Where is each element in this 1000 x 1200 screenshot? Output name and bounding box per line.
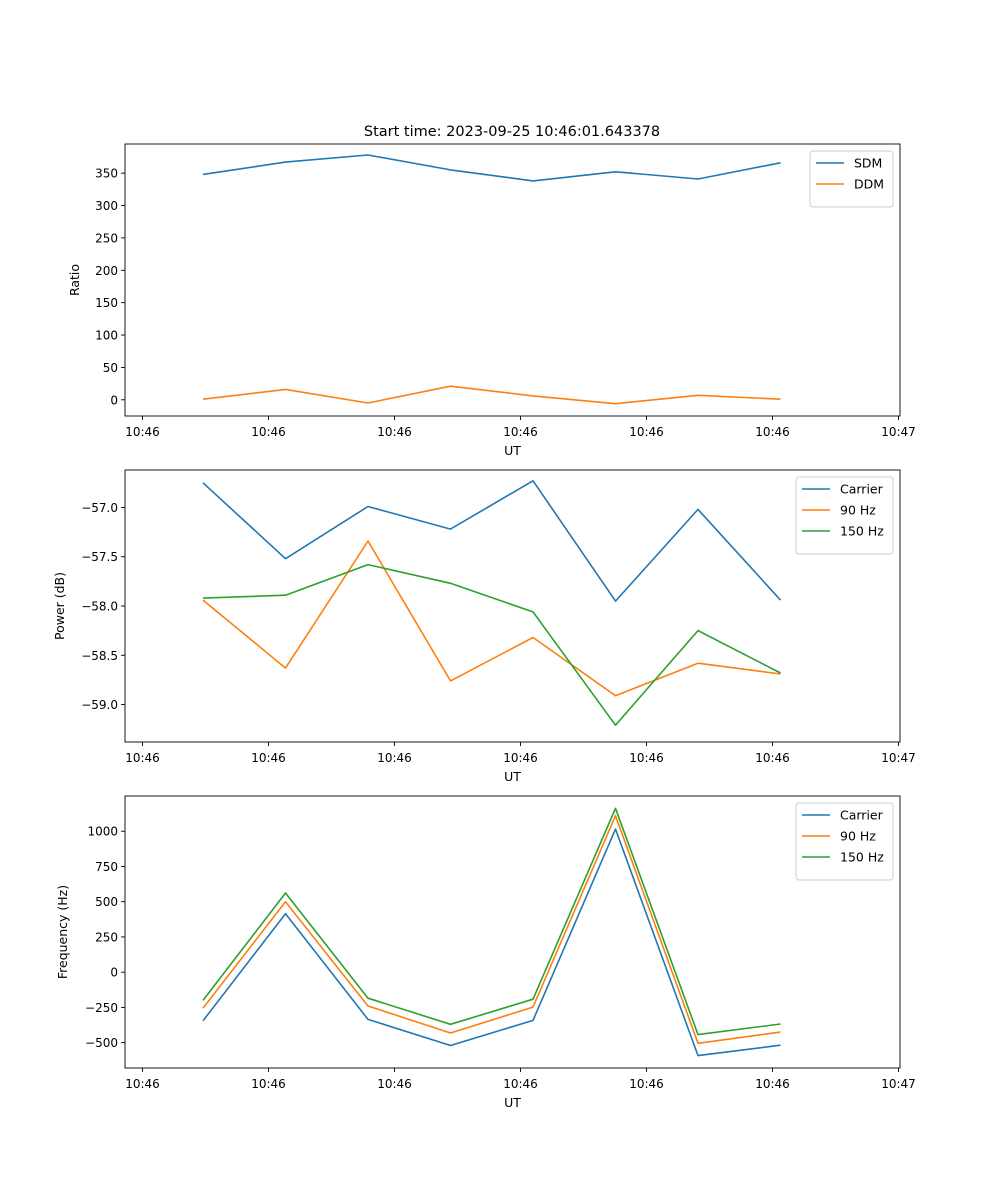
y-tick-label: −59.0 bbox=[81, 698, 118, 712]
x-tick-label: 10:46 bbox=[251, 1077, 286, 1091]
y-tick-label: −57.0 bbox=[81, 501, 118, 515]
x-tick-label: 10:46 bbox=[377, 1077, 412, 1091]
x-tick-label: 10:46 bbox=[503, 751, 538, 765]
series-line-90-hz bbox=[202, 540, 781, 697]
x-tick-label: 10:46 bbox=[377, 425, 412, 439]
y-tick-label: 250 bbox=[95, 930, 118, 944]
subplot-1: 10:46 10:46 10:46 10:46 10:46 10:46 10:47 0 50 10… bbox=[67, 143, 916, 458]
subplot-3: 10:46 10:46 10:46 10:46 10:46 10:46 10:47 −500 −… bbox=[55, 795, 916, 1110]
x-tick-label: 10:46 bbox=[629, 425, 664, 439]
y-tick-label: 300 bbox=[95, 199, 118, 213]
y-tick-label: 50 bbox=[103, 361, 118, 375]
y-axis-label: Power (dB) bbox=[52, 572, 67, 640]
legend-entry: SDM bbox=[854, 156, 882, 171]
x-tick-label: 10:46 bbox=[377, 751, 412, 765]
subplot-2: 10:46 10:46 10:46 10:46 10:46 10:46 10:47 −59.0… bbox=[52, 469, 916, 784]
y-tick-label: 250 bbox=[95, 231, 118, 245]
legend-frame bbox=[795, 802, 894, 881]
x-tick-label: 10:47 bbox=[881, 1077, 916, 1091]
x-tick-label: 10:47 bbox=[881, 425, 916, 439]
y-tick-label: 350 bbox=[95, 167, 118, 181]
legend-entry: Carrier bbox=[840, 482, 884, 497]
y-tick-label: 1000 bbox=[87, 825, 118, 839]
legend-entry: 150 Hz bbox=[840, 850, 884, 865]
series-line-150-hz bbox=[202, 807, 781, 1036]
x-axis-label: UT bbox=[504, 769, 521, 784]
series-line-150-hz bbox=[202, 563, 781, 727]
y-tick-label: 500 bbox=[95, 895, 118, 909]
x-tick-label: 10:46 bbox=[251, 751, 286, 765]
y-tick-label: 100 bbox=[95, 329, 118, 343]
series-line-sdm bbox=[202, 154, 781, 182]
legend-frame bbox=[809, 150, 894, 208]
legend: Carrier 90 Hz 150 Hz bbox=[795, 476, 894, 555]
legend-entry: 150 Hz bbox=[840, 524, 884, 539]
y-tick-label: 150 bbox=[95, 296, 118, 310]
legend-frame bbox=[795, 476, 894, 555]
x-tick-label: 10:47 bbox=[881, 751, 916, 765]
y-tick-label: 0 bbox=[110, 393, 118, 407]
y-tick-label: 0 bbox=[110, 966, 118, 980]
legend-entry: Carrier bbox=[840, 808, 884, 823]
x-tick-label: 10:46 bbox=[755, 425, 790, 439]
legend-entry: 90 Hz bbox=[840, 829, 876, 844]
x-axis-label: UT bbox=[504, 1095, 521, 1110]
y-tick-label: −57.5 bbox=[81, 550, 118, 564]
series-line-90-hz bbox=[202, 814, 781, 1045]
legend: Carrier 90 Hz 150 Hz bbox=[795, 802, 894, 881]
x-tick-label: 10:46 bbox=[629, 751, 664, 765]
legend-entry: DDM bbox=[854, 177, 884, 192]
y-tick-label: −58.5 bbox=[81, 649, 118, 663]
x-tick-label: 10:46 bbox=[125, 751, 160, 765]
series-line-carrier bbox=[202, 828, 781, 1057]
x-tick-label: 10:46 bbox=[503, 1077, 538, 1091]
y-axis-label: Frequency (Hz) bbox=[55, 885, 70, 979]
y-tick-label: 200 bbox=[95, 264, 118, 278]
figure-title: Start time: 2023-09-25 10:46:01.643378 bbox=[364, 124, 660, 140]
x-tick-label: 10:46 bbox=[251, 425, 286, 439]
axes-frame bbox=[124, 469, 901, 743]
legend-entry: 90 Hz bbox=[840, 503, 876, 518]
x-tick-label: 10:46 bbox=[755, 751, 790, 765]
axes-frame bbox=[124, 795, 901, 1069]
x-tick-label: 10:46 bbox=[629, 1077, 664, 1091]
series-line-ddm bbox=[202, 385, 781, 405]
y-tick-label: 750 bbox=[95, 860, 118, 874]
x-tick-label: 10:46 bbox=[755, 1077, 790, 1091]
series-line-carrier bbox=[202, 479, 782, 602]
y-tick-label: −500 bbox=[85, 1036, 118, 1050]
x-tick-label: 10:46 bbox=[125, 425, 160, 439]
y-axis-label: Ratio bbox=[67, 264, 82, 296]
x-tick-label: 10:46 bbox=[125, 1077, 160, 1091]
legend: SDM DDM bbox=[809, 150, 894, 208]
y-tick-label: −250 bbox=[85, 1001, 118, 1015]
x-tick-label: 10:46 bbox=[503, 425, 538, 439]
subplots: 10:46 10:46 10:46 10:46 10:46 10:46 10:47 0 50 10… bbox=[52, 143, 916, 1110]
axes-frame bbox=[124, 143, 901, 417]
x-axis-label: UT bbox=[504, 443, 521, 458]
y-tick-label: −58.0 bbox=[81, 600, 118, 614]
